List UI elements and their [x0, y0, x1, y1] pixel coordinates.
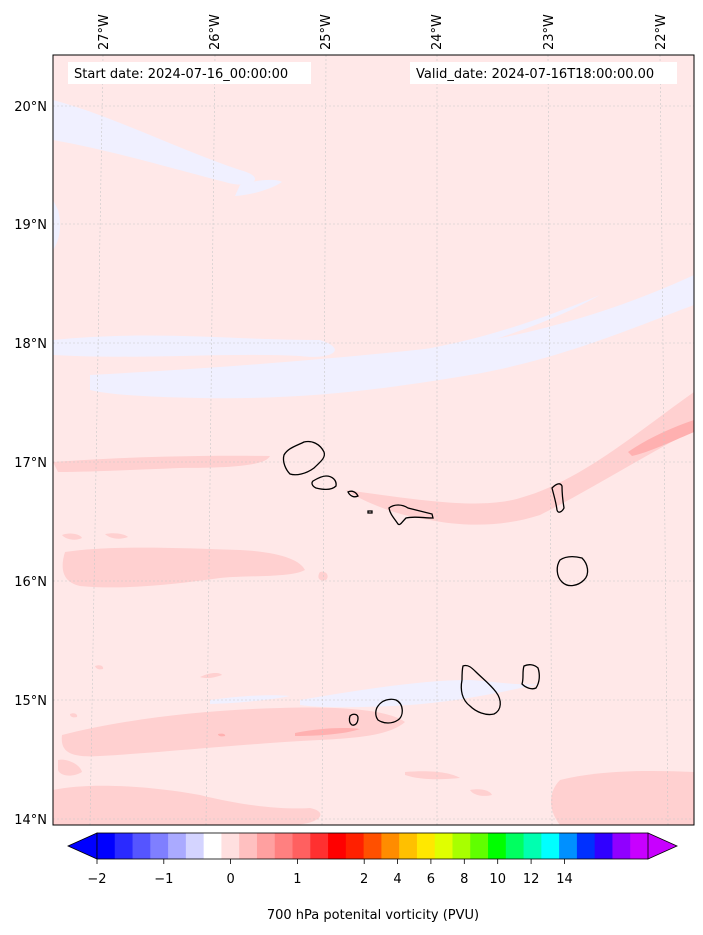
colorbar-extend-high: [647, 832, 678, 860]
lon-label-23w: 23°W: [542, 14, 557, 50]
lon-label-24w: 24°W: [430, 14, 445, 50]
island-sao-nicolau: [388, 504, 434, 526]
colorbar-tick-label: 14: [556, 872, 573, 887]
colorbar-tick-label: 0: [226, 872, 234, 887]
start-date-box: [68, 62, 311, 84]
map-panel: Start date: 2024-07-16_00:00:00 Valid_da…: [52, 54, 695, 826]
colorbar-tick-label: −2: [87, 872, 106, 887]
colorbar-cell: [274, 833, 294, 859]
colorbar-tick-label: 12: [523, 872, 540, 887]
lat-label-14n: 14°N: [14, 813, 47, 828]
colorbar: −2 −1 0 1 2 4 6 8 10 12 14 700 hPa potenital vorti…: [67, 832, 678, 923]
colorbar-cell: [256, 833, 276, 859]
lat-label-15n: 15°N: [14, 694, 47, 709]
island-fogo: [375, 698, 403, 724]
colorbar-cell: [559, 833, 578, 859]
colorbar-cell: [203, 833, 222, 859]
lat-label-17n: 17°N: [14, 456, 47, 471]
island-boa-vista: [556, 556, 589, 587]
colorbar-cell: [168, 833, 187, 859]
colorbar-cell: [363, 833, 382, 859]
colorbar-cell: [576, 833, 596, 859]
colorbar-cell: [399, 833, 418, 859]
graticule: [53, 55, 694, 825]
pv-field-background: [53, 55, 694, 825]
lon-label-25w: 25°W: [319, 14, 334, 50]
island-branco: [367, 510, 373, 514]
colorbar-cell: [434, 833, 453, 859]
start-date-label: Start date: 2024-07-16_00:00:00: [74, 67, 288, 82]
island-sao-vicente: [311, 475, 337, 490]
colorbar-cell: [612, 833, 631, 859]
valid-date-box: [410, 62, 677, 84]
lon-label-26w: 26°W: [208, 14, 223, 50]
island-brava: [348, 713, 359, 726]
lat-label-19n: 19°N: [14, 218, 47, 233]
colorbar-cell: [416, 833, 436, 859]
colorbar-cells: [97, 833, 649, 859]
lat-label-16n: 16°N: [14, 575, 47, 590]
colorbar-tick-label: 1: [293, 872, 301, 887]
colorbar-cell: [452, 833, 471, 859]
colorbar-frame: [96, 832, 649, 860]
colorbar-tick-label: −1: [154, 872, 173, 887]
valid-date-label: Valid_date: 2024-07-16T18:00:00.00: [416, 67, 654, 82]
colorbar-cell: [185, 833, 205, 859]
lon-label-27w: 27°W: [97, 14, 112, 50]
colorbar-cell: [505, 833, 525, 859]
colorbar-cell: [488, 833, 507, 859]
latitude-labels: 20°N 19°N 18°N 17°N 16°N 15°N 14°N: [14, 100, 47, 828]
positive-pv-contours-strong: [218, 420, 694, 737]
colorbar-cell: [150, 833, 169, 859]
colorbar-cell: [381, 833, 400, 859]
colorbar-cell: [345, 833, 365, 859]
positive-pv-contours: [53, 392, 694, 825]
island-santo-antao: [282, 440, 326, 476]
colorbar-label: 700 hPa potenital vorticity (PVU): [267, 908, 479, 923]
lat-label-18n: 18°N: [14, 337, 47, 352]
colorbar-tick-label: 2: [360, 872, 368, 887]
colorbar-tick-label: 8: [460, 872, 468, 887]
colorbar-cell: [328, 833, 347, 859]
colorbar-cell: [132, 833, 151, 859]
colorbar-tick-label: 10: [489, 872, 506, 887]
colorbar-cell: [221, 833, 240, 859]
colorbar-cell: [470, 833, 489, 859]
colorbar-tick-label: 6: [427, 872, 435, 887]
colorbar-cell: [541, 833, 560, 859]
island-santiago: [460, 664, 501, 716]
island-sal: [551, 483, 565, 513]
lon-label-22w: 22°W: [654, 14, 669, 50]
colorbar-cell: [523, 833, 542, 859]
colorbar-cell: [594, 833, 613, 859]
colorbar-cell: [292, 833, 311, 859]
colorbar-cell: [114, 833, 134, 859]
negative-pv-contours: [53, 100, 694, 708]
colorbar-cell: [239, 833, 258, 859]
colorbar-cell: [97, 833, 116, 859]
colorbar-tick-label: 4: [393, 872, 401, 887]
colorbar-cell: [630, 833, 649, 859]
colorbar-ticks: −2 −1 0 1 2 4 6 8 10 12 14: [87, 859, 573, 887]
island-santa-luzia: [347, 490, 359, 498]
longitude-labels: 27°W 26°W 25°W 24°W 23°W 22°W: [97, 14, 669, 50]
colorbar-extend-low: [67, 832, 98, 860]
lat-label-20n: 20°N: [14, 100, 47, 115]
colorbar-cell: [310, 833, 329, 859]
map-frame: [52, 54, 695, 826]
island-maio: [521, 664, 540, 690]
